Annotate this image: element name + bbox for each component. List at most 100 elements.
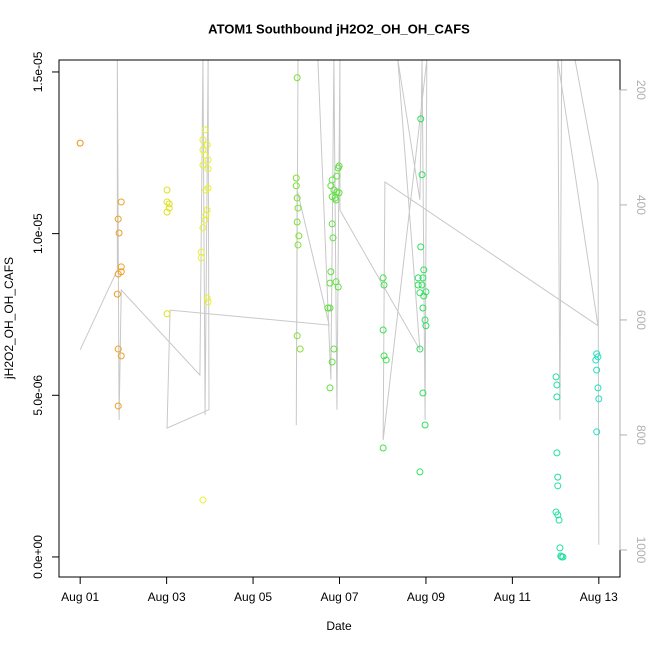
chart-title: ATOM1 Southbound jH2O2_OH_OH_CAFS (208, 21, 470, 36)
y-axis-label: jH2O2_OH_OH_CAFS (2, 257, 16, 380)
data-point (114, 345, 122, 353)
pressure-line (79, 60, 600, 545)
data-point (163, 310, 171, 318)
data-point (553, 393, 561, 401)
data-point (292, 182, 300, 190)
data-point (556, 544, 564, 552)
data-point (163, 198, 171, 206)
data-point (332, 196, 340, 204)
data-point (417, 243, 425, 251)
data-point (163, 186, 171, 194)
x-tick-label: Aug 01 (61, 590, 99, 604)
data-point (419, 274, 427, 282)
data-point (419, 389, 427, 397)
data-point (114, 270, 122, 278)
x-tick-label: Aug 07 (320, 590, 358, 604)
data-point (327, 268, 335, 276)
data-point (204, 165, 212, 173)
data-point (416, 345, 424, 353)
data-point (199, 161, 207, 169)
data-point (559, 553, 567, 561)
data-point (165, 204, 173, 212)
data-point (293, 218, 301, 226)
data-point (594, 384, 602, 392)
data-point (414, 281, 422, 289)
x-tick-label: Aug 05 (234, 590, 272, 604)
data-point (380, 352, 388, 360)
data-point (419, 304, 427, 312)
x-tick-label: Aug 03 (148, 590, 186, 604)
data-point (293, 74, 301, 82)
data-point (117, 352, 125, 360)
data-point (202, 186, 210, 194)
data-point (554, 482, 562, 490)
data-point (418, 281, 426, 289)
data-point (552, 373, 560, 381)
x-axis-label: Date (326, 619, 352, 633)
data-point (201, 126, 209, 134)
data-point (417, 115, 425, 123)
plot-area (76, 60, 603, 561)
data-point (203, 141, 211, 149)
y2-tick-label: 800 (634, 425, 648, 445)
data-point (204, 298, 212, 306)
data-point (204, 156, 212, 164)
data-point (163, 208, 171, 216)
x-tick-label: Aug 13 (580, 590, 618, 604)
data-point (201, 216, 209, 224)
data-point (334, 283, 342, 291)
data-point (418, 171, 426, 179)
data-point (421, 421, 429, 429)
y-tick-label: 5.0e-06 (31, 375, 45, 416)
data-point (379, 444, 387, 452)
y-tick-label: 1.0e-05 (31, 213, 45, 254)
data-point (593, 428, 601, 436)
data-point (203, 294, 211, 302)
data-point (201, 151, 209, 159)
data-point (199, 136, 207, 144)
y-tick-label: 0.0e+00 (31, 535, 45, 579)
data-point (416, 289, 424, 297)
data-point (328, 358, 336, 366)
data-point (117, 198, 125, 206)
data-point (595, 395, 603, 403)
data-point (199, 224, 207, 232)
data-point (197, 254, 205, 262)
data-point (592, 356, 600, 364)
x-tick-label: Aug 11 (494, 590, 531, 604)
x-tick-label: Aug 09 (407, 590, 445, 604)
data-point (294, 241, 302, 249)
data-point (330, 345, 338, 353)
data-point (379, 274, 387, 282)
data-point (335, 189, 343, 197)
data-point (420, 292, 428, 300)
y2-tick-label: 200 (634, 80, 648, 100)
data-point (329, 234, 337, 242)
data-point (593, 366, 601, 374)
data-point (76, 139, 84, 147)
data-point (414, 274, 422, 282)
data-point (554, 473, 562, 481)
y-tick-label: 1.5e-05 (31, 51, 45, 92)
data-point (382, 356, 390, 364)
y2-tick-label: 400 (634, 195, 648, 215)
data-point (326, 384, 334, 392)
data-point (199, 496, 207, 504)
data-point (555, 516, 563, 524)
data-point (379, 326, 387, 334)
data-point (117, 263, 125, 271)
data-point (422, 322, 430, 330)
data-point (420, 266, 428, 274)
data-point (165, 200, 173, 208)
data-point (553, 381, 561, 389)
data-point (416, 468, 424, 476)
data-point (293, 332, 301, 340)
data-point (335, 162, 343, 170)
y2-tick-label: 1000 (634, 537, 648, 564)
data-point (202, 211, 210, 219)
data-point (203, 206, 211, 214)
data-point (554, 511, 562, 519)
data-point (326, 304, 334, 312)
data-point (114, 215, 122, 223)
